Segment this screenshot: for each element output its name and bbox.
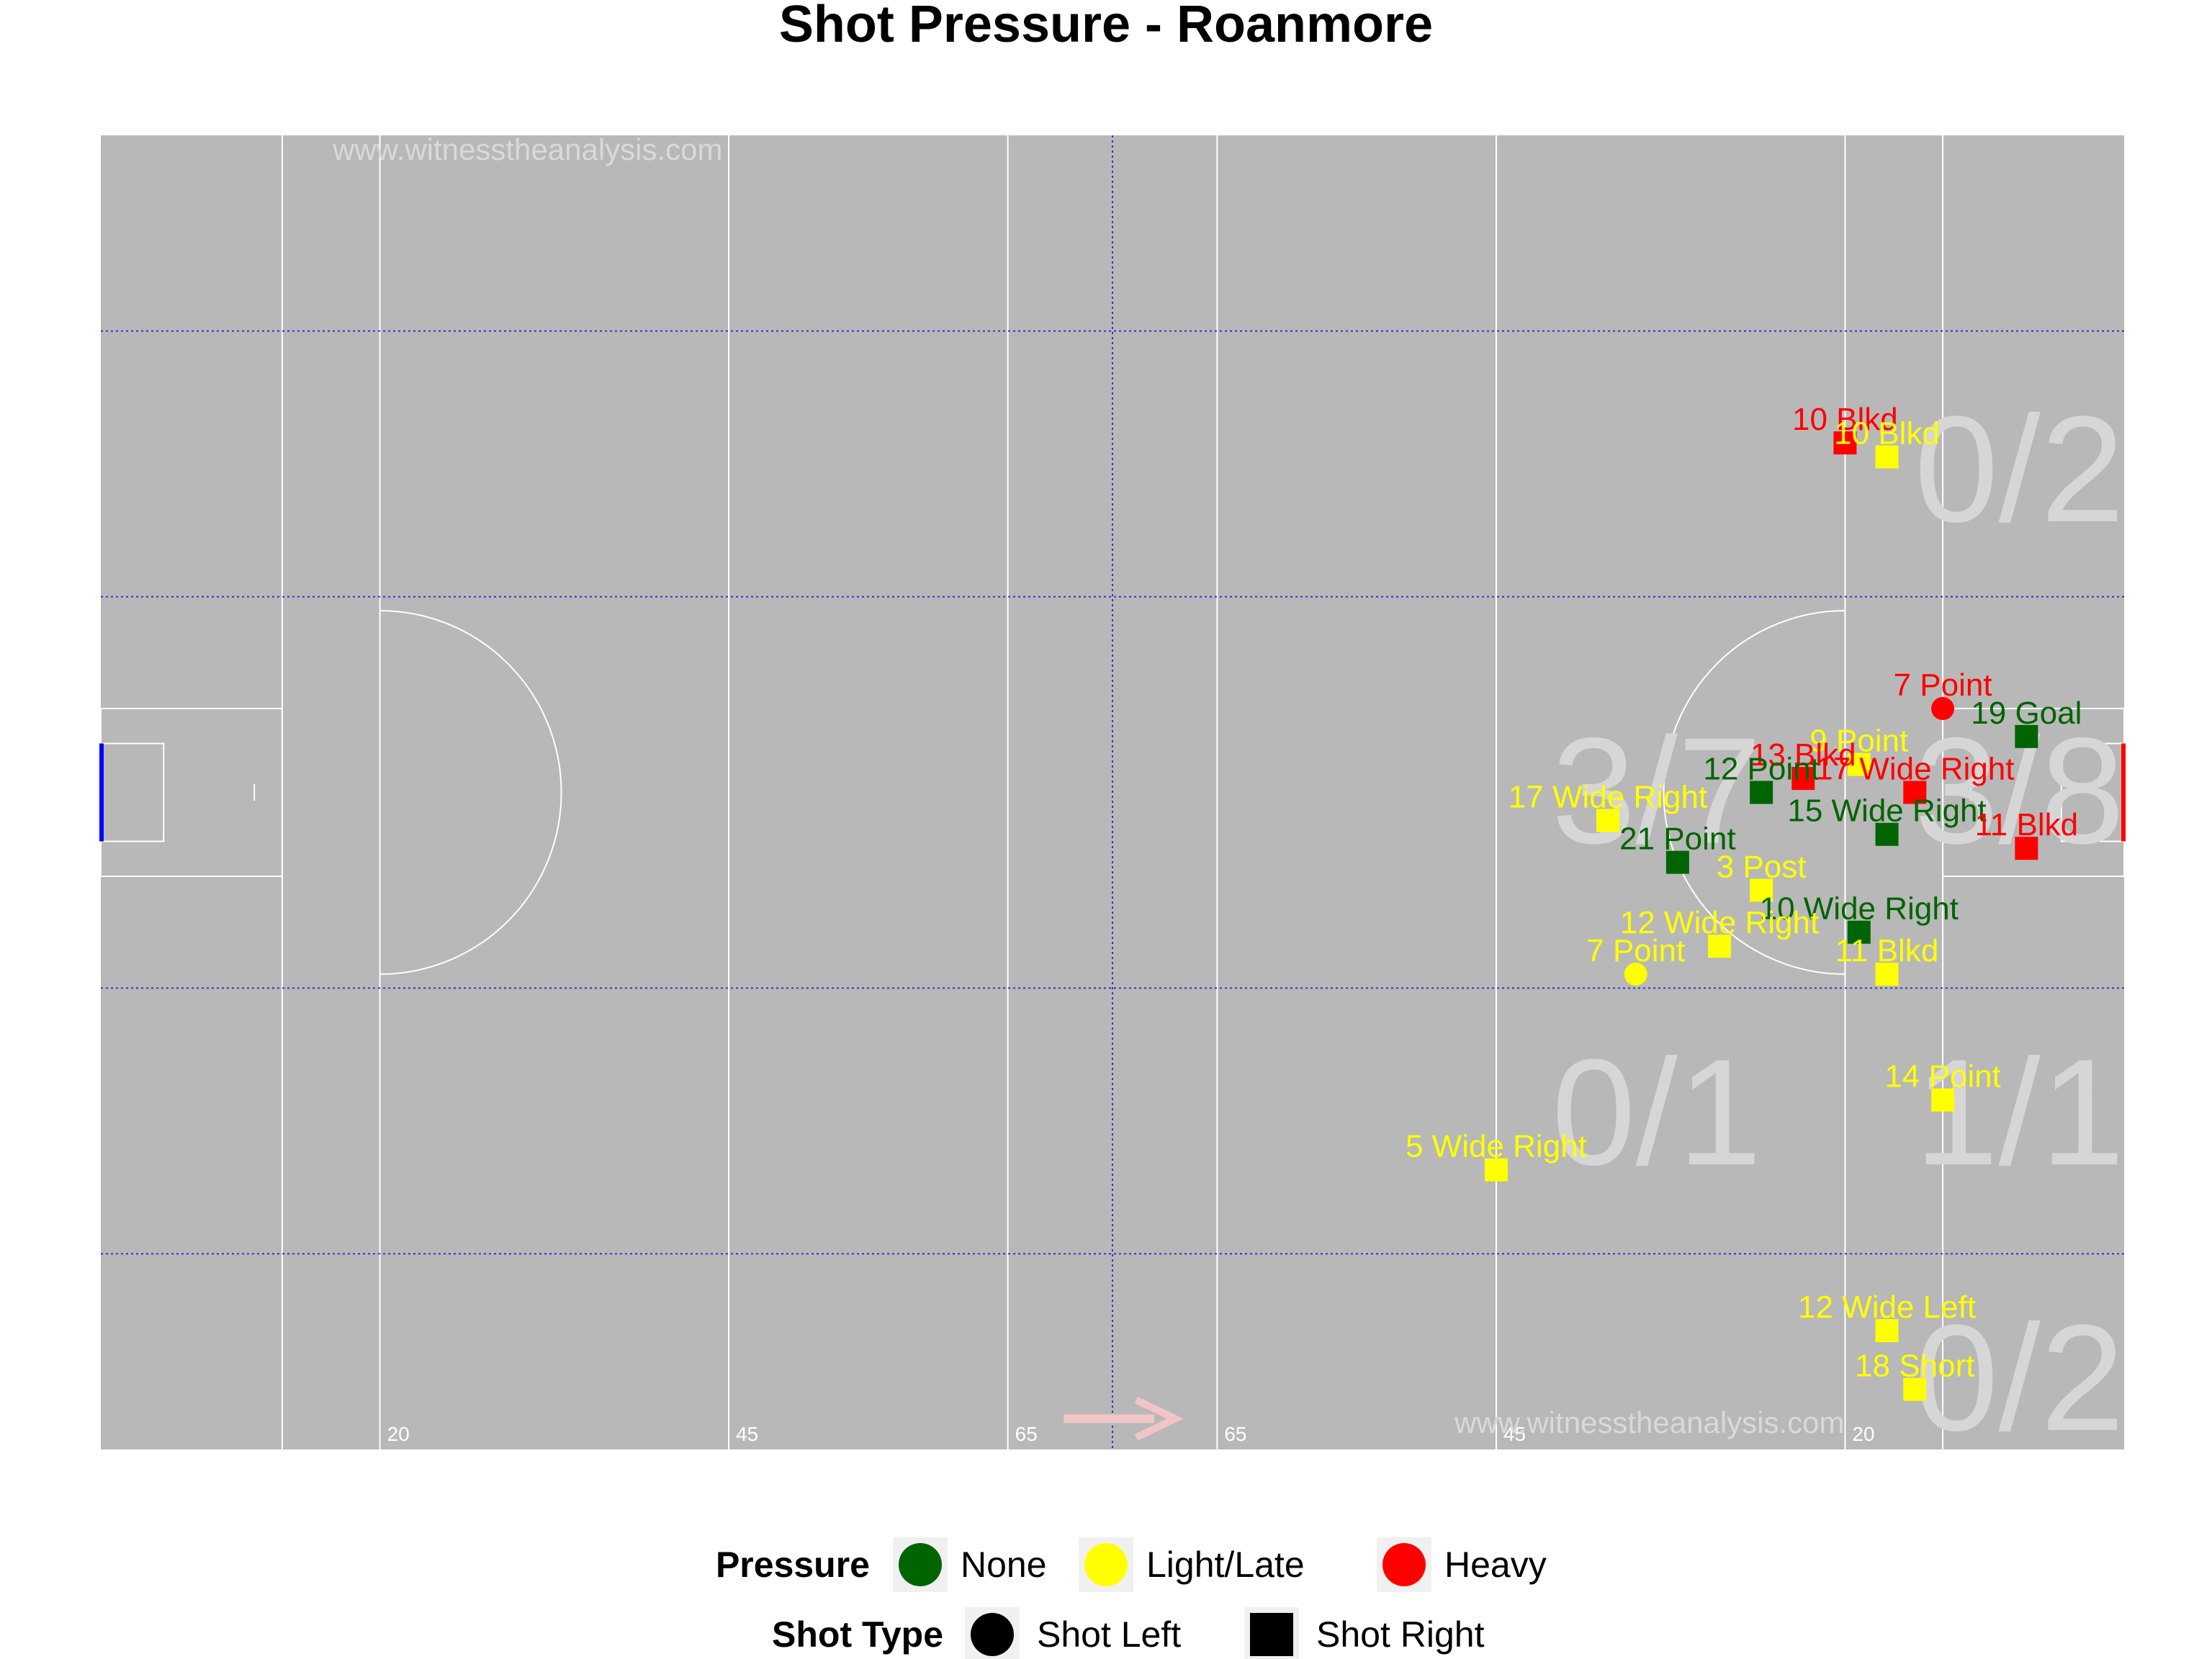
shot-marker-square <box>1931 1088 1955 1112</box>
zone-label: 1/1 <box>1915 1028 2125 1197</box>
legend-type-label: Shot Left <box>1037 1614 1181 1655</box>
shot-markers <box>1484 431 2038 1401</box>
watermark: www.witnesstheanalysis.com <box>332 132 723 166</box>
legend: Pressure None Light/Late Heavy Shot Type Shot… <box>716 1537 1547 1659</box>
shot-label: 3 Post <box>1717 849 1807 884</box>
legend-pressure-label: Light/Late <box>1146 1545 1305 1585</box>
shot-marker-square <box>2015 724 2038 748</box>
distance-label: 65 <box>1015 1423 1038 1445</box>
legend-shape-square <box>1250 1613 1293 1656</box>
legend-pressure-label: Heavy <box>1444 1545 1547 1585</box>
legend-pressure-swatch <box>1084 1543 1128 1586</box>
legend-shape-circle <box>971 1613 1014 1656</box>
shot-label: 17 Wide Right <box>1509 779 1707 814</box>
shot-label: 9 Point <box>1809 724 1908 759</box>
shot-marker-circle <box>1624 962 1647 986</box>
shot-label: 10 Blkd <box>1834 416 1940 451</box>
zone-label: 3/7 <box>1552 706 1762 876</box>
shot-label: 18 Short <box>1855 1349 1974 1384</box>
shot-label: 7 Point <box>1894 667 1992 703</box>
legend-pressure-label: None <box>961 1545 1047 1585</box>
shot-marker-square <box>1903 781 1927 804</box>
zone-labels: 0/23/7 3/80/1 1/10/2 <box>1552 385 2125 1462</box>
shot-label: 10 Blkd <box>1792 402 1898 437</box>
shot-marker-square <box>1847 920 1871 944</box>
legend-pressure-title: Pressure <box>716 1545 870 1585</box>
shot-label: 19 Goal <box>1971 696 2082 731</box>
shot-label: 15 Wide Right <box>1787 793 1986 829</box>
shot-marker-square <box>1833 431 1857 455</box>
shot-marker-square <box>1847 752 1871 776</box>
distance-label: 20 <box>1852 1423 1874 1445</box>
shot-label: 12 Wide Left <box>1798 1290 1976 1325</box>
legend-type-label: Shot Right <box>1316 1614 1485 1655</box>
direction-arrow-head <box>1134 1396 1184 1441</box>
distance-label: 65 <box>1224 1423 1246 1445</box>
shot-label: 7 Point <box>1586 933 1685 968</box>
distance-label: 45 <box>736 1423 758 1445</box>
shot-marker-square <box>1484 1158 1508 1182</box>
shot-marker-square <box>2015 837 2038 860</box>
shot-marker-square <box>1665 850 1689 874</box>
shot-label: 14 Point <box>1884 1059 2000 1094</box>
watermark: www.witnesstheanalysis.com <box>1454 1406 1845 1439</box>
shot-marker-square <box>1596 809 1619 832</box>
legend-pressure-swatch <box>899 1543 942 1586</box>
shot-label: 21 Point <box>1619 822 1735 857</box>
shot-label: 17 Wide Right <box>1815 752 2014 787</box>
shot-marker-square <box>1708 935 1731 958</box>
distance-label: 45 <box>1503 1423 1526 1445</box>
shot-marker-circle <box>1931 697 1955 721</box>
legend-type-title: Shot Type <box>772 1614 943 1655</box>
shot-label: 11 Blkd <box>1835 933 1939 968</box>
shot-label: 12 Point <box>1703 752 1819 787</box>
chart-title: Shot Pressure - Roanmore <box>779 0 1433 53</box>
pitch: 20 45 65 65 45 20 www.witnesstheanalysis.com ww… <box>99 132 2126 1449</box>
shot-marker-square <box>1875 962 1899 986</box>
shot-marker-square <box>1875 822 1899 846</box>
zone-label: 0/1 <box>1552 1028 1762 1197</box>
shot-marker-square <box>1750 878 1773 902</box>
distance-label: 20 <box>387 1423 410 1445</box>
shot-label: 13 Blkd <box>1750 737 1856 773</box>
shot-marker-square <box>1791 767 1815 791</box>
zone-label: 0/2 <box>1915 1293 2125 1462</box>
shot-label: 5 Wide Right <box>1406 1129 1587 1164</box>
arc-right <box>1663 610 1845 975</box>
shot-marker-square <box>1875 1318 1899 1342</box>
zone-label: 0/2 <box>1915 385 2125 554</box>
shot-label: 11 Blkd <box>1975 807 2079 842</box>
shot-label: 12 Wide Right <box>1620 905 1819 940</box>
shot-marker-square <box>1750 781 1773 804</box>
shot-marker-square <box>1875 445 1899 469</box>
legend-pressure-swatch <box>1382 1543 1426 1586</box>
shot-marker-square <box>1903 1377 1927 1401</box>
shot-label: 10 Wide Right <box>1760 891 1959 927</box>
